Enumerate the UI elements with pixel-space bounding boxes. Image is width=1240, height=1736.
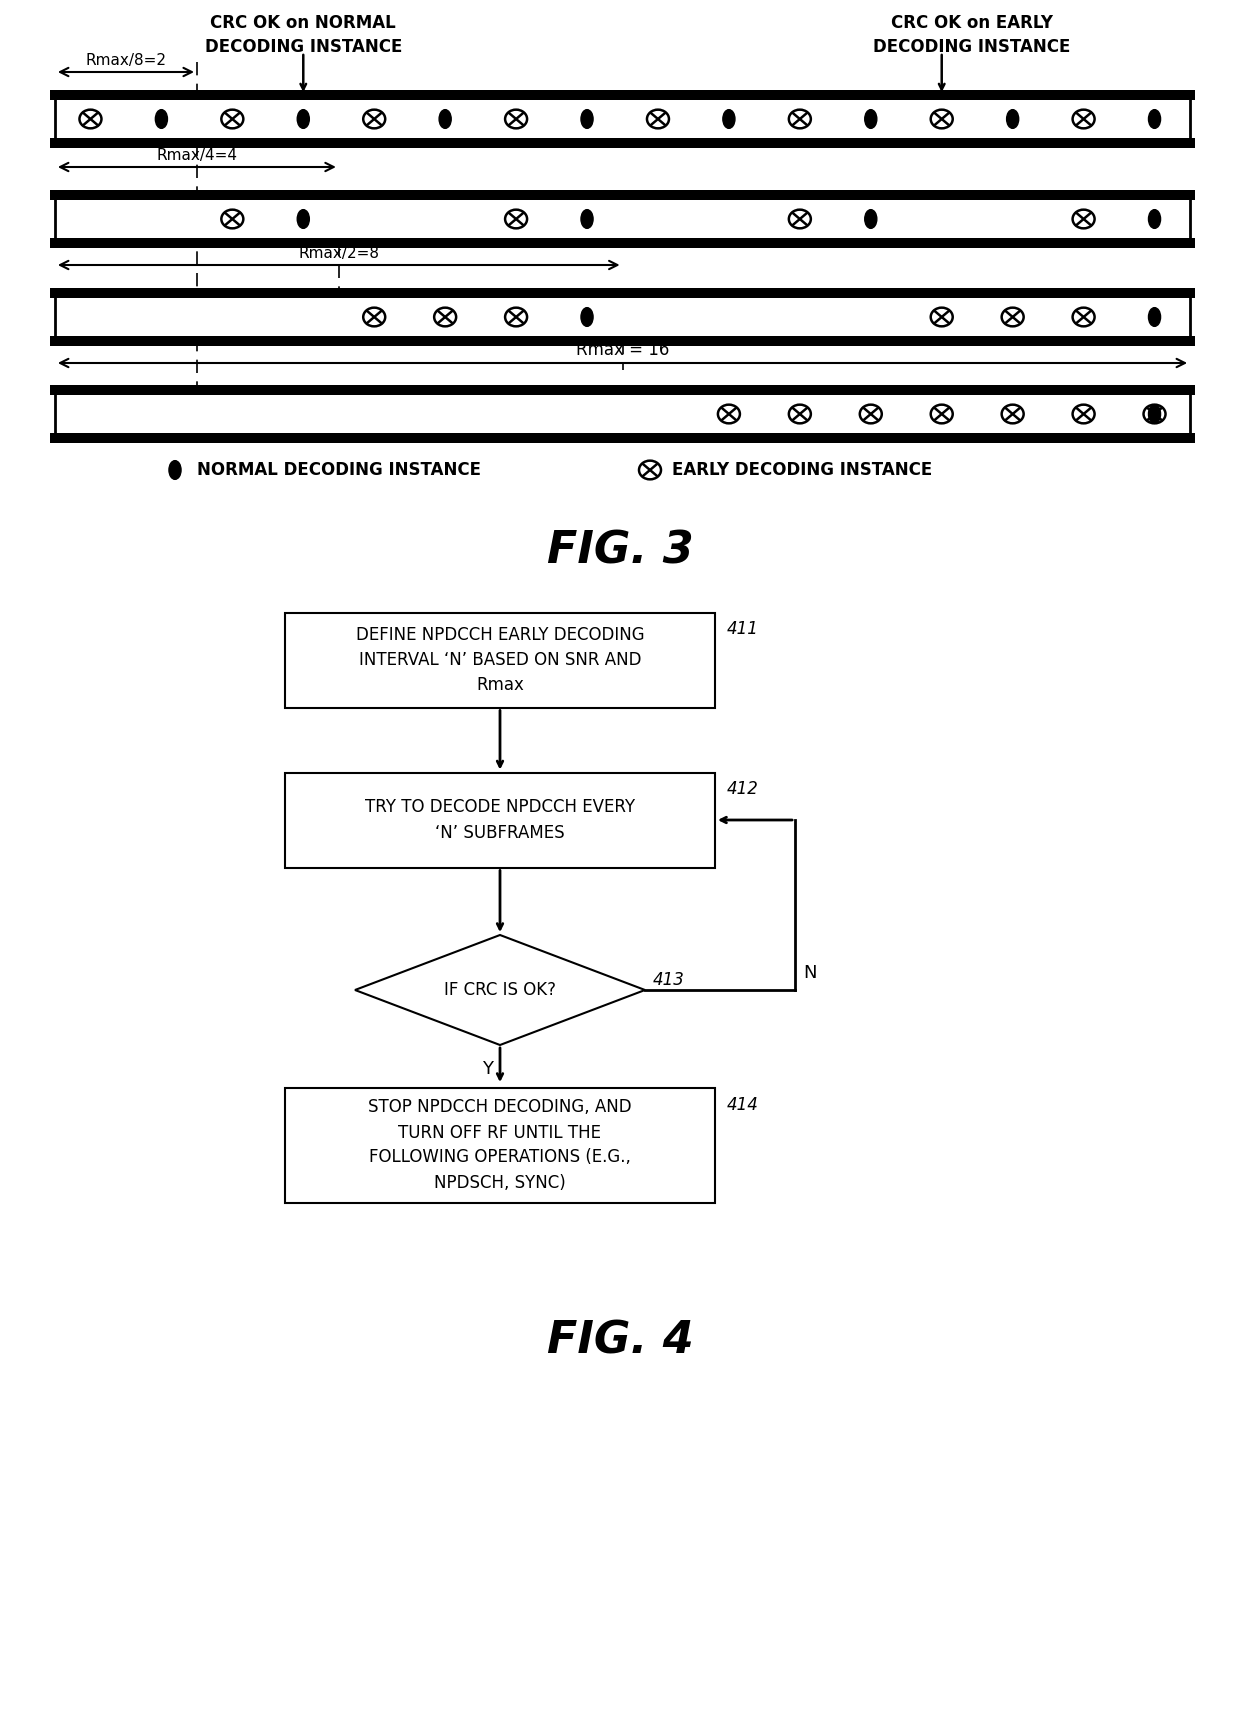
Ellipse shape	[789, 404, 811, 424]
Ellipse shape	[864, 210, 877, 229]
Ellipse shape	[931, 404, 952, 424]
Ellipse shape	[505, 210, 527, 229]
Ellipse shape	[931, 307, 952, 326]
Text: N: N	[804, 963, 816, 983]
Ellipse shape	[723, 109, 735, 128]
Ellipse shape	[1143, 404, 1166, 424]
Ellipse shape	[1073, 109, 1095, 128]
Ellipse shape	[298, 210, 309, 229]
Bar	[285, 613, 715, 708]
Text: 411: 411	[727, 620, 759, 639]
Polygon shape	[355, 936, 645, 1045]
Ellipse shape	[79, 109, 102, 128]
Ellipse shape	[1148, 307, 1161, 326]
Text: Y: Y	[482, 1061, 494, 1078]
Text: Rmax/2=8: Rmax/2=8	[299, 247, 379, 260]
Ellipse shape	[718, 404, 740, 424]
Ellipse shape	[155, 109, 167, 128]
Ellipse shape	[298, 109, 309, 128]
Ellipse shape	[1148, 109, 1161, 128]
Ellipse shape	[363, 109, 386, 128]
Ellipse shape	[222, 210, 243, 229]
Ellipse shape	[859, 404, 882, 424]
Text: CRC OK on EARLY
DECODING INSTANCE: CRC OK on EARLY DECODING INSTANCE	[873, 14, 1070, 56]
Ellipse shape	[582, 109, 593, 128]
Ellipse shape	[363, 307, 386, 326]
Text: 414: 414	[727, 1095, 759, 1113]
Text: CRC OK on NORMAL
DECODING INSTANCE: CRC OK on NORMAL DECODING INSTANCE	[205, 14, 402, 56]
Bar	[55, 391, 1190, 437]
Ellipse shape	[789, 210, 811, 229]
Ellipse shape	[505, 307, 527, 326]
Text: Rmax/4=4: Rmax/4=4	[156, 148, 237, 163]
Text: DEFINE NPDCCH EARLY DECODING
INTERVAL ‘N’ BASED ON SNR AND
Rmax: DEFINE NPDCCH EARLY DECODING INTERVAL ‘N…	[356, 627, 645, 694]
Text: Rmax/8=2: Rmax/8=2	[86, 54, 166, 68]
Ellipse shape	[439, 109, 451, 128]
Ellipse shape	[222, 109, 243, 128]
Bar	[55, 293, 1190, 340]
Text: TRY TO DECODE NPDCCH EVERY
‘N’ SUBFRAMES: TRY TO DECODE NPDCCH EVERY ‘N’ SUBFRAMES	[365, 799, 635, 842]
Ellipse shape	[864, 109, 877, 128]
Ellipse shape	[1148, 210, 1161, 229]
Text: STOP NPDCCH DECODING, AND
TURN OFF RF UNTIL THE
FOLLOWING OPERATIONS (E.G.,
NPDS: STOP NPDCCH DECODING, AND TURN OFF RF UN…	[368, 1099, 632, 1191]
Text: 412: 412	[727, 781, 759, 799]
Ellipse shape	[647, 109, 668, 128]
Ellipse shape	[931, 109, 952, 128]
Ellipse shape	[1073, 404, 1095, 424]
Ellipse shape	[582, 210, 593, 229]
Text: FIG. 4: FIG. 4	[547, 1319, 693, 1363]
Ellipse shape	[505, 109, 527, 128]
Bar	[55, 95, 1190, 142]
Bar	[285, 1087, 715, 1203]
Ellipse shape	[434, 307, 456, 326]
Ellipse shape	[1073, 210, 1095, 229]
Text: NORMAL DECODING INSTANCE: NORMAL DECODING INSTANCE	[197, 462, 481, 479]
Ellipse shape	[169, 460, 181, 479]
Text: IF CRC IS OK?: IF CRC IS OK?	[444, 981, 556, 998]
Ellipse shape	[1002, 307, 1024, 326]
Ellipse shape	[1007, 109, 1019, 128]
Bar	[55, 194, 1190, 243]
Ellipse shape	[582, 307, 593, 326]
Bar	[285, 773, 715, 868]
Text: 413: 413	[653, 970, 684, 990]
Ellipse shape	[639, 460, 661, 479]
Ellipse shape	[789, 109, 811, 128]
Text: FIG. 3: FIG. 3	[547, 529, 693, 573]
Ellipse shape	[1148, 404, 1161, 424]
Ellipse shape	[1002, 404, 1024, 424]
Text: EARLY DECODING INSTANCE: EARLY DECODING INSTANCE	[672, 462, 932, 479]
Ellipse shape	[1073, 307, 1095, 326]
Text: Rmax = 16: Rmax = 16	[575, 340, 670, 359]
